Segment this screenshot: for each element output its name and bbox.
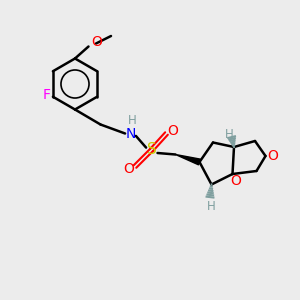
Text: O: O: [168, 124, 178, 137]
Text: H: H: [128, 114, 136, 128]
Text: O: O: [123, 163, 134, 176]
Text: N: N: [125, 127, 136, 140]
Text: H: H: [225, 128, 234, 142]
Polygon shape: [176, 154, 200, 165]
Text: O: O: [230, 174, 241, 188]
Text: F: F: [42, 88, 50, 102]
Text: H: H: [207, 200, 216, 214]
Text: O: O: [91, 35, 102, 49]
Text: O: O: [268, 149, 278, 163]
Text: S: S: [147, 142, 156, 158]
